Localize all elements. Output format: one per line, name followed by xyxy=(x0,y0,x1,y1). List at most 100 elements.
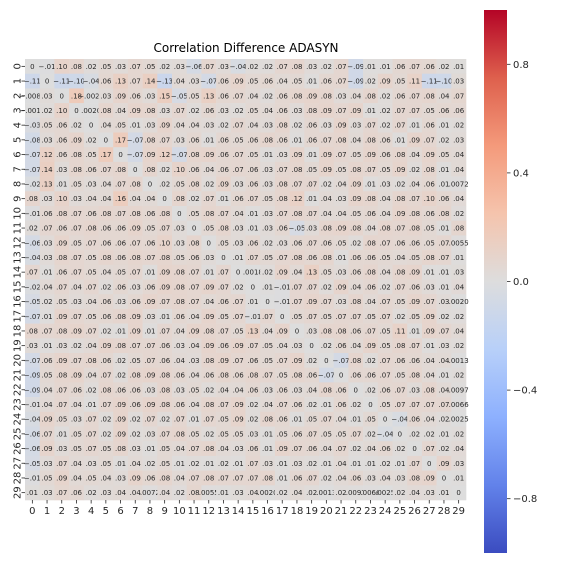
heatmap-cell xyxy=(392,323,408,339)
cell-annotation: −.02 xyxy=(24,180,41,188)
cell-annotation: .06 xyxy=(247,136,259,144)
heatmap-cell xyxy=(83,206,99,221)
cell-annotation: .05 xyxy=(277,430,288,438)
cell-annotation: .01 xyxy=(350,460,361,468)
cell-annotation: .05 xyxy=(380,342,391,350)
cell-annotation: .03 xyxy=(56,342,67,350)
heatmap-cell xyxy=(54,485,70,501)
heatmap-cell xyxy=(83,176,99,192)
cell-annotation: .03 xyxy=(144,386,155,394)
y-tick-label: 7 xyxy=(13,166,24,172)
heatmap-cell xyxy=(69,235,85,251)
heatmap-cell xyxy=(127,279,143,295)
cell-annotation: .06 xyxy=(86,166,98,174)
heatmap-cell xyxy=(172,426,187,442)
cell-annotation: .03 xyxy=(41,92,52,100)
heatmap-cell xyxy=(392,161,408,177)
heatmap-cell xyxy=(201,132,217,148)
heatmap-cell xyxy=(407,411,423,427)
heatmap-cell xyxy=(392,353,408,368)
heatmap-cell xyxy=(377,264,393,280)
cell-annotation: .07 xyxy=(438,327,449,335)
heatmap-cell xyxy=(348,455,364,471)
heatmap-cell xyxy=(172,455,187,471)
cell-annotation: .09 xyxy=(409,269,420,277)
heatmap-cell xyxy=(392,485,408,501)
x-tick-label: 22 xyxy=(349,506,362,517)
heatmap-cell xyxy=(186,264,202,280)
heatmap-cell xyxy=(113,117,129,133)
cell-annotation: .01 xyxy=(394,136,405,144)
heatmap-cell xyxy=(54,455,70,471)
heatmap-cell xyxy=(319,132,334,148)
cell-annotation: .03 xyxy=(438,342,449,350)
cell-annotation: .04 xyxy=(335,210,347,218)
cell-annotation: .01 xyxy=(233,254,244,262)
cell-annotation: .05 xyxy=(218,239,229,247)
heatmap-cell xyxy=(54,279,70,295)
cell-annotation: .04 xyxy=(71,283,83,291)
cell-annotation: .02 xyxy=(100,430,111,438)
cell-annotation: .04 xyxy=(188,122,200,130)
cell-annotation: .08 xyxy=(321,386,332,394)
heatmap-cell xyxy=(436,103,452,119)
heatmap-cell xyxy=(319,220,334,236)
heatmap-cell xyxy=(113,250,129,266)
heatmap-cell xyxy=(392,382,408,398)
heatmap-cell xyxy=(319,455,334,471)
cell-annotation: .06 xyxy=(130,386,142,394)
cell-annotation: .09 xyxy=(365,151,376,159)
heatmap-cell xyxy=(69,264,85,280)
cell-annotation: .01 xyxy=(306,195,317,203)
heatmap-cell xyxy=(83,117,99,133)
cell-annotation: .08 xyxy=(365,269,376,277)
cell-annotation: .03 xyxy=(438,298,449,306)
heatmap-cell xyxy=(39,176,55,192)
cell-annotation: .06 xyxy=(453,107,465,115)
heatmap-cell xyxy=(39,485,55,501)
cell-annotation: .04 xyxy=(203,166,215,174)
cell-annotation: .07 xyxy=(409,63,420,71)
colorbar: −0.8−0.40.00.40.8 xyxy=(484,10,537,553)
heatmap-cell xyxy=(421,206,437,221)
heatmap-cell xyxy=(113,88,129,104)
heatmap-cell xyxy=(436,191,452,207)
heatmap-cell xyxy=(230,117,246,133)
heatmap-cell xyxy=(69,353,85,368)
cell-annotation: .02 xyxy=(321,474,332,482)
cell-annotation: .09 xyxy=(394,210,405,218)
heatmap-cell xyxy=(39,426,55,442)
heatmap-cell xyxy=(69,338,85,354)
cell-annotation: .06 xyxy=(174,313,186,321)
heatmap-cell xyxy=(289,220,305,236)
heatmap-cell xyxy=(436,426,452,442)
heatmap-cell xyxy=(127,147,143,163)
heatmap-cell xyxy=(333,397,349,413)
cell-annotation: .02 xyxy=(394,313,405,321)
cell-annotation: .06 xyxy=(380,151,392,159)
heatmap-cell xyxy=(407,73,423,89)
heatmap-cell xyxy=(54,206,70,221)
cell-annotation: .09 xyxy=(56,239,67,247)
cell-annotation: .10 xyxy=(56,63,67,71)
heatmap-cell xyxy=(451,250,467,266)
cell-annotation: .07 xyxy=(306,239,317,247)
heatmap-cell xyxy=(69,279,85,295)
cell-annotation: .07 xyxy=(188,298,199,306)
y-tick-label: 9 xyxy=(13,195,24,201)
cell-annotation: .09 xyxy=(188,327,199,335)
heatmap-cell xyxy=(186,73,202,89)
colorbar-tick-label: −0.8 xyxy=(513,494,537,505)
heatmap-cell xyxy=(186,323,202,339)
heatmap-cell xyxy=(83,132,99,148)
cell-annotation: .06 xyxy=(144,210,156,218)
cell-annotation: .06 xyxy=(130,92,142,100)
cell-annotation: .07 xyxy=(71,225,82,233)
cell-annotation: 0 xyxy=(251,283,255,291)
cell-annotation: −.09 xyxy=(347,63,364,71)
heatmap-cell xyxy=(230,455,246,471)
heatmap-cell xyxy=(69,147,85,163)
cell-annotation: 0 xyxy=(221,254,225,262)
cell-annotation: .03 xyxy=(321,122,332,130)
cell-annotation: .08 xyxy=(115,445,126,453)
